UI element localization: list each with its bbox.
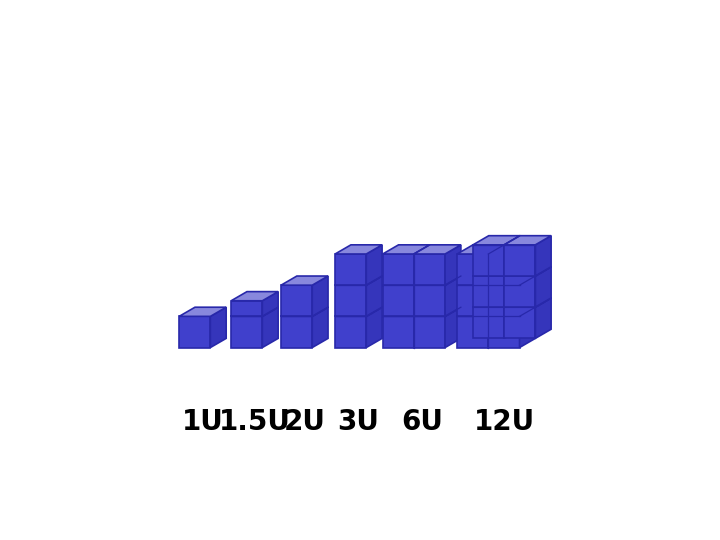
Polygon shape bbox=[312, 276, 328, 316]
Polygon shape bbox=[445, 276, 461, 316]
Polygon shape bbox=[488, 276, 504, 316]
Polygon shape bbox=[457, 254, 488, 285]
Polygon shape bbox=[520, 276, 535, 316]
Polygon shape bbox=[488, 307, 504, 348]
Polygon shape bbox=[383, 276, 430, 285]
Polygon shape bbox=[488, 254, 520, 285]
Polygon shape bbox=[281, 307, 328, 316]
Polygon shape bbox=[262, 292, 278, 316]
Text: 12U: 12U bbox=[474, 408, 535, 436]
Polygon shape bbox=[335, 245, 382, 254]
Polygon shape bbox=[504, 245, 535, 276]
Text: 6U: 6U bbox=[401, 408, 443, 436]
Polygon shape bbox=[457, 276, 504, 285]
Polygon shape bbox=[210, 307, 226, 348]
Polygon shape bbox=[414, 285, 445, 316]
Polygon shape bbox=[488, 245, 535, 254]
Polygon shape bbox=[504, 298, 520, 339]
Polygon shape bbox=[488, 316, 520, 348]
Polygon shape bbox=[504, 267, 520, 307]
Polygon shape bbox=[457, 285, 488, 316]
Polygon shape bbox=[281, 276, 328, 285]
Polygon shape bbox=[383, 307, 430, 316]
Polygon shape bbox=[445, 307, 461, 348]
Polygon shape bbox=[520, 307, 535, 348]
Polygon shape bbox=[457, 307, 504, 316]
Polygon shape bbox=[281, 316, 312, 348]
Polygon shape bbox=[535, 235, 551, 276]
Polygon shape bbox=[312, 307, 328, 348]
Polygon shape bbox=[231, 316, 262, 348]
Polygon shape bbox=[504, 276, 535, 307]
Polygon shape bbox=[262, 307, 278, 348]
Polygon shape bbox=[488, 307, 535, 316]
Polygon shape bbox=[473, 267, 520, 276]
Polygon shape bbox=[535, 267, 551, 307]
Text: 1.5U: 1.5U bbox=[219, 408, 291, 436]
Polygon shape bbox=[383, 254, 414, 285]
Polygon shape bbox=[504, 235, 551, 245]
Polygon shape bbox=[504, 298, 551, 307]
Polygon shape bbox=[335, 285, 366, 316]
Polygon shape bbox=[488, 245, 504, 285]
Polygon shape bbox=[504, 267, 551, 276]
Polygon shape bbox=[414, 307, 430, 348]
Polygon shape bbox=[335, 254, 366, 285]
Polygon shape bbox=[231, 292, 278, 301]
Polygon shape bbox=[366, 276, 382, 316]
Polygon shape bbox=[488, 276, 535, 285]
Text: 3U: 3U bbox=[338, 408, 379, 436]
Polygon shape bbox=[457, 316, 488, 348]
Polygon shape bbox=[414, 316, 445, 348]
Polygon shape bbox=[445, 245, 461, 285]
Text: 1U: 1U bbox=[182, 408, 223, 436]
Polygon shape bbox=[504, 235, 520, 276]
Polygon shape bbox=[366, 307, 382, 348]
Polygon shape bbox=[535, 298, 551, 339]
Polygon shape bbox=[383, 245, 430, 254]
Text: 2U: 2U bbox=[284, 408, 325, 436]
Polygon shape bbox=[488, 285, 520, 316]
Polygon shape bbox=[231, 301, 262, 316]
Polygon shape bbox=[473, 235, 520, 245]
Polygon shape bbox=[473, 307, 504, 339]
Polygon shape bbox=[231, 307, 278, 316]
Polygon shape bbox=[520, 245, 535, 285]
Polygon shape bbox=[473, 276, 504, 307]
Polygon shape bbox=[414, 245, 430, 285]
Polygon shape bbox=[179, 316, 210, 348]
Polygon shape bbox=[281, 285, 312, 316]
Polygon shape bbox=[414, 276, 461, 285]
Polygon shape bbox=[366, 245, 382, 285]
Polygon shape bbox=[414, 254, 445, 285]
Polygon shape bbox=[414, 276, 430, 316]
Polygon shape bbox=[179, 307, 226, 316]
Polygon shape bbox=[383, 285, 414, 316]
Polygon shape bbox=[335, 316, 366, 348]
Polygon shape bbox=[383, 316, 414, 348]
Polygon shape bbox=[504, 307, 535, 339]
Polygon shape bbox=[457, 245, 504, 254]
Polygon shape bbox=[414, 245, 461, 254]
Polygon shape bbox=[473, 245, 504, 276]
Polygon shape bbox=[335, 276, 382, 285]
Polygon shape bbox=[414, 307, 461, 316]
Polygon shape bbox=[335, 307, 382, 316]
Polygon shape bbox=[473, 298, 520, 307]
